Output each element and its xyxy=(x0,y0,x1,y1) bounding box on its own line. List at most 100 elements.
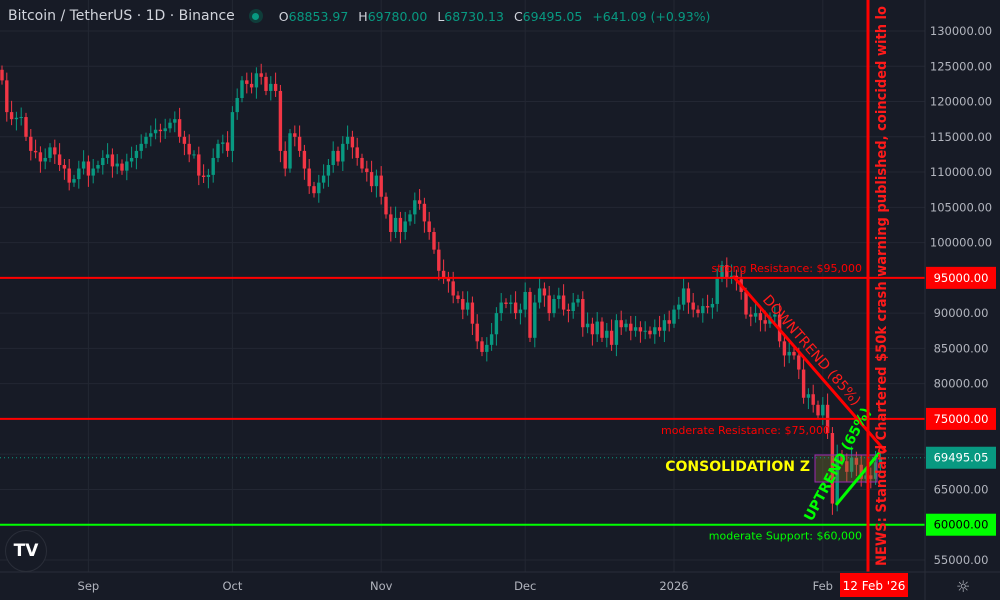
candle-body xyxy=(686,288,691,303)
candle-body xyxy=(57,154,62,166)
candle-body xyxy=(705,306,710,308)
x-tick-label: Sep xyxy=(78,579,100,593)
candle-body xyxy=(696,309,700,314)
candle-body xyxy=(336,150,340,162)
candle-body xyxy=(691,302,695,310)
candle-body xyxy=(221,142,225,144)
candle-body xyxy=(341,143,345,162)
news-label: NEWS: Standard Chartered $50k crash warn… xyxy=(874,6,890,566)
grid xyxy=(0,0,925,572)
candle-body xyxy=(350,136,355,148)
level-price-badge xyxy=(926,513,996,536)
candle-body xyxy=(485,344,489,352)
candle-body xyxy=(494,313,499,335)
downtrend-line[interactable] xyxy=(731,275,888,453)
candle-body xyxy=(528,291,532,338)
candle-body xyxy=(24,117,28,137)
candle-body xyxy=(677,304,681,310)
candle-body xyxy=(355,147,359,158)
price-axis[interactable] xyxy=(925,0,1000,600)
candle-body xyxy=(398,217,403,233)
candles xyxy=(0,63,883,515)
candle-body xyxy=(144,136,148,144)
y-tick-label: 105000.00 xyxy=(930,200,992,214)
candle-body xyxy=(533,302,537,338)
candle-body xyxy=(413,200,417,215)
high-value: 69780.00 xyxy=(367,8,428,24)
x-tick-label: Feb xyxy=(813,579,833,593)
candle-body xyxy=(29,136,33,151)
candle-body xyxy=(782,341,787,356)
y-tick-label: 85000.00 xyxy=(934,341,989,355)
candle-body xyxy=(182,136,187,144)
candle-body xyxy=(547,295,551,314)
candle-body xyxy=(5,80,9,113)
candle-body xyxy=(758,313,763,321)
candle-body xyxy=(801,369,806,398)
candle-body xyxy=(662,320,667,331)
candle-body xyxy=(379,175,383,197)
candle-body xyxy=(254,73,259,88)
candle-body xyxy=(859,464,863,479)
candle-body xyxy=(273,83,278,91)
y-tick-label: 110000.00 xyxy=(930,165,992,179)
y-tick-label: 65000.00 xyxy=(934,482,989,496)
candle-body xyxy=(806,394,811,398)
candle-body xyxy=(91,168,95,176)
open-value: 68853.97 xyxy=(288,8,349,24)
level-price-badge xyxy=(926,266,996,289)
candle-body xyxy=(470,302,475,324)
tradingview-logo[interactable]: TV xyxy=(5,530,47,572)
candle-body xyxy=(552,299,556,314)
candle-body xyxy=(710,303,715,308)
candle-body xyxy=(523,291,527,310)
candle-body xyxy=(840,454,844,462)
last-price-badge xyxy=(926,446,996,469)
axis-price-labels: 95000.00 75000.00 60000.00 69495.05 xyxy=(926,266,996,536)
candle-body xyxy=(600,321,604,338)
level-price-badge xyxy=(926,407,996,430)
candle-body xyxy=(187,143,191,155)
candle-body xyxy=(43,157,47,162)
candle-body xyxy=(518,309,523,314)
gear-icon[interactable]: ☼ xyxy=(956,577,971,596)
candle-body xyxy=(701,306,705,314)
candle-body xyxy=(504,302,508,304)
uptrend-line[interactable] xyxy=(834,451,882,506)
symbol-title[interactable]: Bitcoin / TetherUS · 1D · Binance xyxy=(8,8,235,24)
candle-body xyxy=(590,323,595,335)
candle-body xyxy=(177,119,182,137)
candle-body xyxy=(638,327,643,332)
level-price-label: 75000.00 xyxy=(934,412,989,426)
candle-body xyxy=(576,299,580,303)
candle-body xyxy=(317,182,321,194)
candle-body xyxy=(624,323,628,328)
candle-body xyxy=(149,133,153,137)
candle-body xyxy=(619,320,623,328)
candle-body xyxy=(437,249,441,271)
y-tick-label: 125000.00 xyxy=(930,59,992,73)
candle-body xyxy=(480,341,484,352)
candle-body xyxy=(96,165,100,169)
candle-body xyxy=(845,461,849,472)
open-label: O xyxy=(278,8,289,24)
candle-body xyxy=(605,330,609,338)
time-axis[interactable] xyxy=(0,572,925,600)
candle-body xyxy=(830,433,835,504)
level-label: moderate Support: $60,000 xyxy=(709,530,862,543)
candle-body xyxy=(360,157,364,169)
candle-body xyxy=(465,302,470,310)
candle-body xyxy=(197,154,201,176)
y-tick-label: 90000.00 xyxy=(934,306,989,320)
candle-body xyxy=(720,265,724,278)
candle-body xyxy=(408,214,412,222)
candle-body xyxy=(753,313,758,317)
candle-body xyxy=(278,90,283,151)
candle-body xyxy=(115,163,119,167)
x-axis-ticks: Sep Oct Nov Dec 2026 Feb xyxy=(78,579,833,593)
candle-body xyxy=(264,76,268,91)
ohlc-readout: O68853.97 H69780.00 L68730.13 C69495.05 … xyxy=(279,9,717,24)
x-tick-label: Oct xyxy=(222,579,242,593)
candle-body xyxy=(537,288,542,303)
